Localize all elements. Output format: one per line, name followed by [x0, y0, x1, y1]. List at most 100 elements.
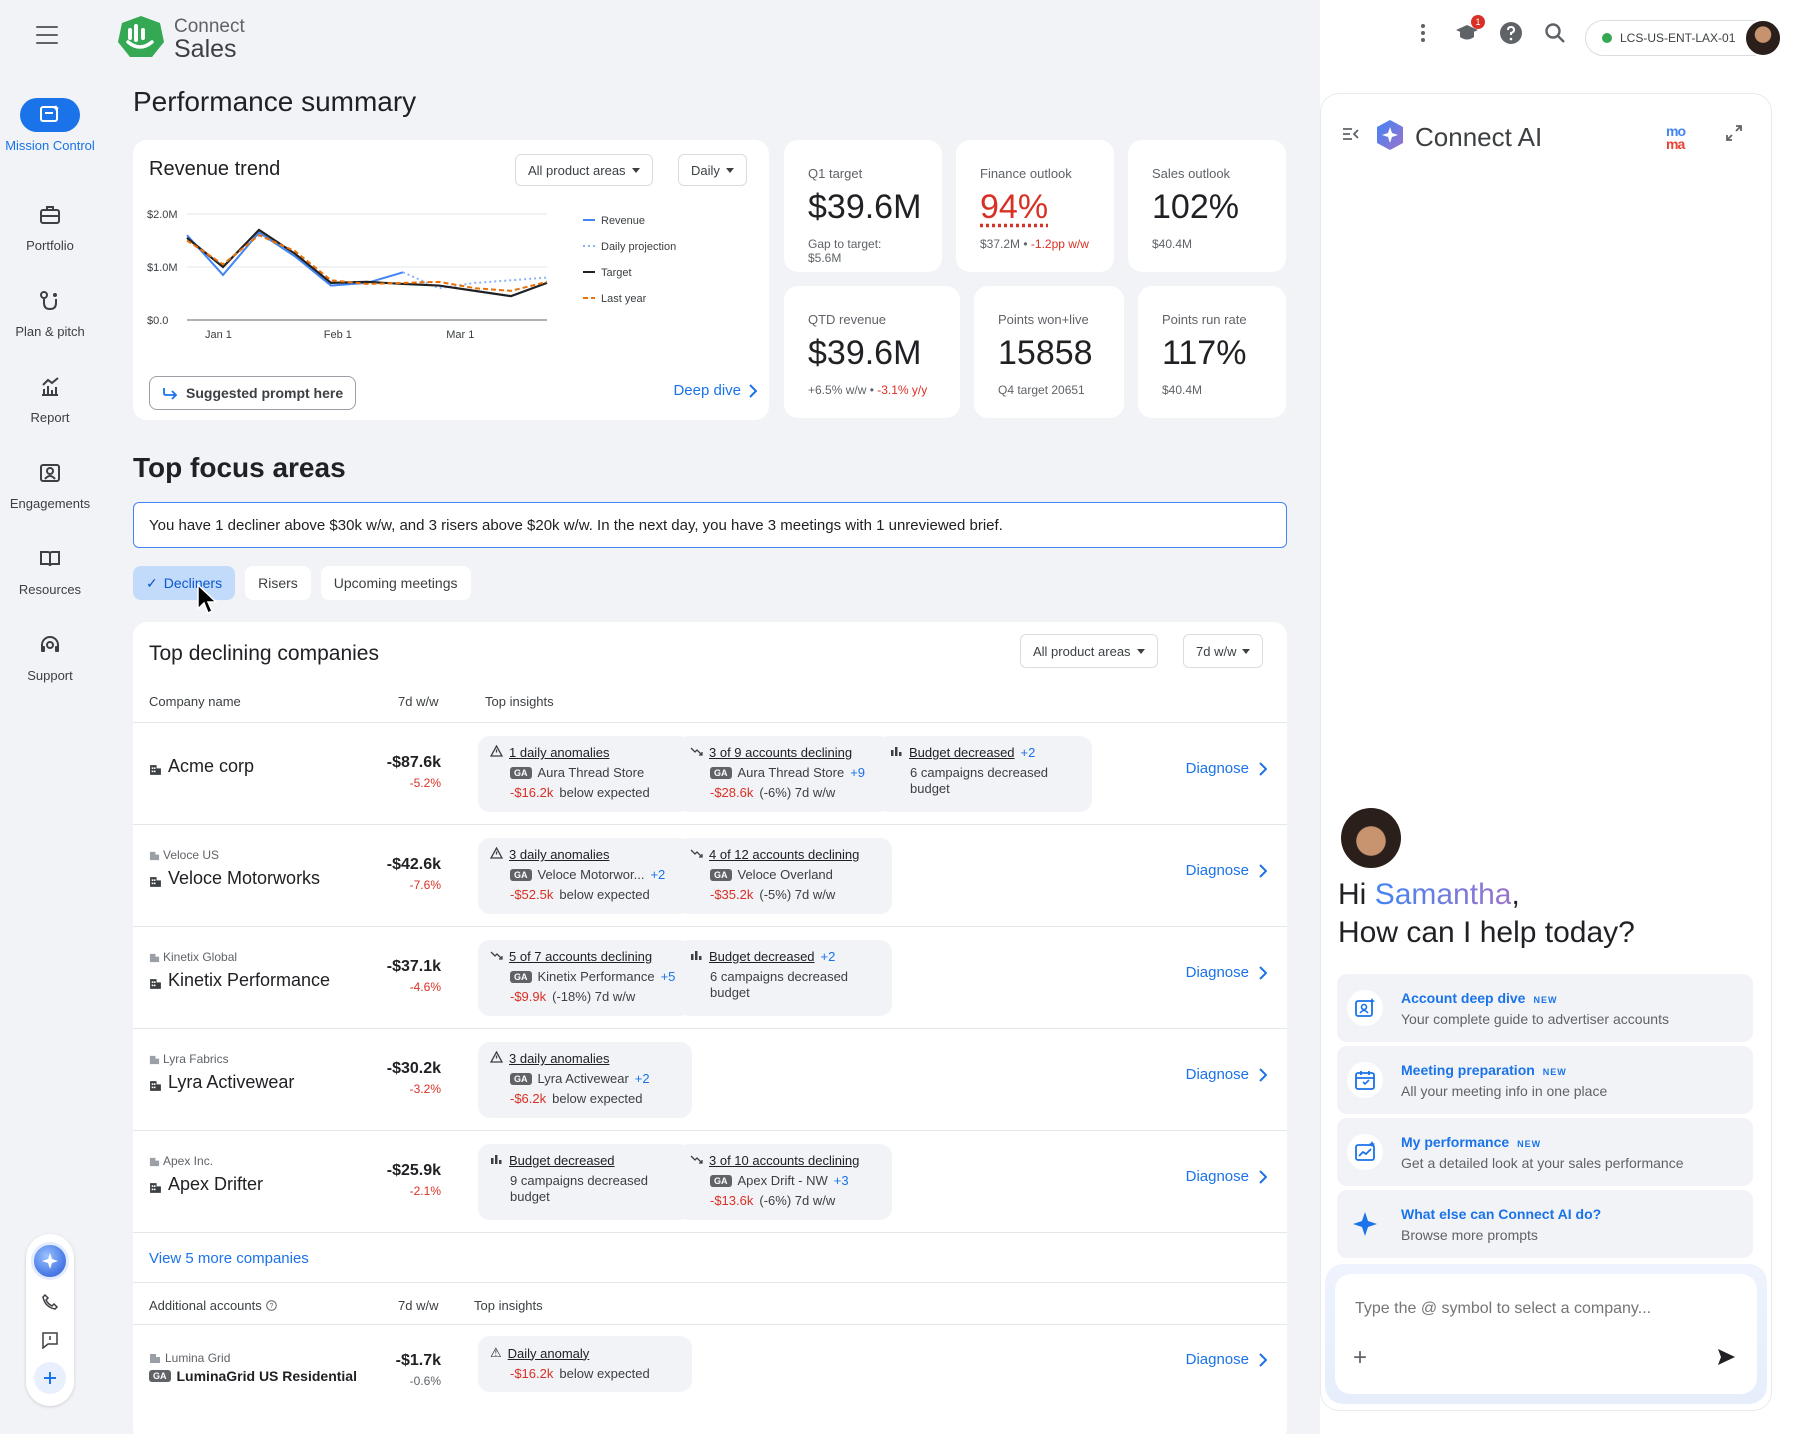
product-area-dropdown[interactable]: All product areas [515, 154, 653, 186]
prompt-meeting-preparation[interactable]: Meeting preparation NEW All your meeting … [1337, 1046, 1753, 1114]
account-selector[interactable]: LCS-US-ENT-LAX-01 [1585, 19, 1782, 57]
chevron-right-icon [1259, 863, 1267, 878]
user-avatar[interactable] [1744, 19, 1782, 57]
company-name[interactable]: Lyra Activewear [149, 1072, 294, 1093]
prompt-title: What else can Connect AI do? [1401, 1206, 1601, 1222]
period-dropdown[interactable]: 7d w/w [1183, 634, 1264, 668]
kpi-finance-outlook[interactable]: Finance outlook 94% $37.2M • -1.2pp w/w [956, 140, 1114, 272]
attach-plus-icon[interactable]: + [1353, 1344, 1368, 1371]
company-name[interactable]: Acme corp [149, 756, 254, 777]
insight-more: +2 [634, 1071, 650, 1086]
company-name[interactable]: Apex Drifter [149, 1174, 263, 1195]
diagnose-button[interactable]: Diagnose [1186, 964, 1267, 981]
help-icon[interactable] [1498, 20, 1524, 46]
diagnose-button[interactable]: Diagnose [1186, 1351, 1267, 1368]
rail-item-portfolio[interactable]: Portfolio [0, 198, 100, 284]
rail-item-support[interactable]: Support [0, 628, 100, 714]
rail-item-report[interactable]: Report [0, 370, 100, 456]
chip-decliners[interactable]: ✓ Decliners [133, 566, 236, 600]
mouse-cursor-icon [197, 583, 218, 615]
search-icon[interactable] [1542, 20, 1568, 46]
company-name[interactable]: Kinetix Performance [149, 970, 330, 991]
product-area-dropdown[interactable]: All product areas [1020, 634, 1158, 668]
graduation-cap-icon[interactable]: 1 [1454, 15, 1485, 46]
account-spark-icon [1347, 990, 1383, 1026]
feedback-icon[interactable] [34, 1324, 66, 1356]
rail-label: Resources [18, 582, 82, 597]
insight-card[interactable]: Budget decreased +2 6 campaigns decreased… [678, 940, 892, 1016]
kpi-qtd-revenue[interactable]: QTD revenue $39.6M +6.5% w/w • -3.1% y/y [784, 286, 960, 418]
rail-item-engagements[interactable]: Engagements [0, 456, 100, 542]
svg-text:ma: ma [1666, 136, 1685, 152]
add-icon[interactable] [34, 1362, 66, 1394]
more-vert-icon[interactable] [1410, 20, 1436, 46]
kpi-sub-value: $37.2M • [980, 237, 1028, 251]
change-value: -$1.7k -0.6% [396, 1352, 441, 1388]
chip-upcoming-meetings[interactable]: Upcoming meetings [320, 566, 471, 600]
diagnose-button[interactable]: Diagnose [1186, 1168, 1267, 1185]
insight-card[interactable]: 5 of 7 accounts declining GA Kinetix Perf… [478, 940, 692, 1016]
building-icon [149, 974, 162, 989]
y-tick-label: $2.0M [147, 209, 178, 221]
chip-risers[interactable]: Risers [245, 566, 311, 600]
company-name[interactable]: Veloce Motorworks [149, 868, 320, 889]
insight-card[interactable]: Budget decreased 9 campaigns decreased b… [478, 1144, 692, 1220]
send-icon[interactable] [1715, 1346, 1743, 1374]
menu-icon[interactable] [36, 26, 58, 44]
building-icon [149, 850, 160, 861]
kpi-points-won-live[interactable]: Points won+live 15858 Q4 target 20651 [974, 286, 1124, 418]
collapse-panel-icon[interactable] [1341, 124, 1361, 144]
expand-icon[interactable] [1725, 124, 1747, 146]
sparkle-icon [1347, 1206, 1383, 1242]
diagnose-label: Diagnose [1185, 1168, 1249, 1185]
greeting-question: How can I help today? [1338, 916, 1635, 949]
prompt-my-performance[interactable]: My performance NEW Get a detailed look at… [1337, 1118, 1753, 1186]
kpi-sales-outlook[interactable]: Sales outlook 102% $40.4M [1128, 140, 1286, 272]
insight-card[interactable]: 1 daily anomalies GA Aura Thread Store -$… [478, 736, 692, 812]
deep-dive-link[interactable]: Deep dive [673, 382, 757, 399]
chip-label: Upcoming meetings [333, 575, 458, 591]
view-more-companies-link[interactable]: View 5 more companies [149, 1250, 309, 1267]
rail-item-resources[interactable]: Resources [0, 542, 100, 628]
connect-ai-orb-icon[interactable] [31, 1242, 69, 1280]
insight-line: budget [690, 985, 880, 1000]
kpi-label: Q1 target [808, 166, 863, 181]
insight-card[interactable]: ⚠ Daily anomaly -$16.2k below expected [478, 1336, 692, 1392]
rail-item-mission-control[interactable]: Mission Control [0, 98, 100, 198]
change-amount: -$30.2k [386, 1060, 441, 1077]
info-icon[interactable]: ? [265, 1300, 277, 1311]
diagnose-button[interactable]: Diagnose [1186, 760, 1267, 777]
diagnose-button[interactable]: Diagnose [1186, 862, 1267, 879]
kpi-points-run-rate[interactable]: Points run rate 117% $40.4M [1138, 286, 1286, 418]
kpi-sub-change: -1.2pp w/w [1030, 237, 1089, 251]
insight-line2: below expected [559, 785, 650, 800]
diagnose-button[interactable]: Diagnose [1186, 1066, 1267, 1083]
kpi-value: 102% [1152, 188, 1239, 226]
insight-card[interactable]: 3 of 10 accounts declining GA Apex Drift … [678, 1144, 892, 1220]
insight-card[interactable]: 3 daily anomalies GA Lyra Activewear +2 -$… [478, 1042, 692, 1118]
col-7d-ww: 7d w/w [398, 1298, 439, 1313]
insight-card[interactable]: 4 of 12 accounts declining GA Veloce Over… [678, 838, 892, 914]
table-row: Acme corp -$87.6k -5.2% 1 daily anomalies … [133, 722, 1287, 825]
insight-amount: -$28.6k [710, 785, 754, 800]
prompt-title-text: What else can Connect AI do? [1401, 1206, 1602, 1222]
prompt-what-else[interactable]: What else can Connect AI do? Browse more… [1337, 1190, 1753, 1258]
change-percent: -5.2% [409, 776, 441, 790]
insight-card[interactable]: 3 daily anomalies GA Veloce Motorwor... +2… [478, 838, 692, 914]
insight-line: -$28.6k (-6%) 7d w/w [690, 785, 880, 800]
x-tick-label: Mar 1 [446, 329, 474, 341]
insight-card[interactable]: Budget decreased +2 6 campaigns decreased… [878, 736, 1092, 812]
suggested-prompt-button[interactable]: Suggested prompt here [149, 376, 357, 410]
change-value: -$30.2k -3.2% [387, 1060, 441, 1096]
insight-title-text: 3 of 9 accounts declining [709, 745, 853, 760]
rail-item-plan-pitch[interactable]: Plan & pitch [0, 284, 100, 370]
chat-input[interactable] [1355, 1300, 1735, 1318]
kpi-q1-target[interactable]: Q1 target $39.6M Gap to target: $5.6M [784, 140, 942, 272]
insight-line1: Apex Drift - NW [737, 1173, 828, 1188]
prompt-account-deep-dive[interactable]: Account deep dive NEW Your complete guide… [1337, 974, 1753, 1042]
period-dropdown[interactable]: Daily [678, 154, 747, 186]
phone-icon[interactable] [34, 1286, 66, 1318]
chat-input-box: + [1335, 1274, 1757, 1394]
divider [133, 1130, 1287, 1131]
insight-card[interactable]: 3 of 9 accounts declining GA Aura Thread … [678, 736, 892, 812]
